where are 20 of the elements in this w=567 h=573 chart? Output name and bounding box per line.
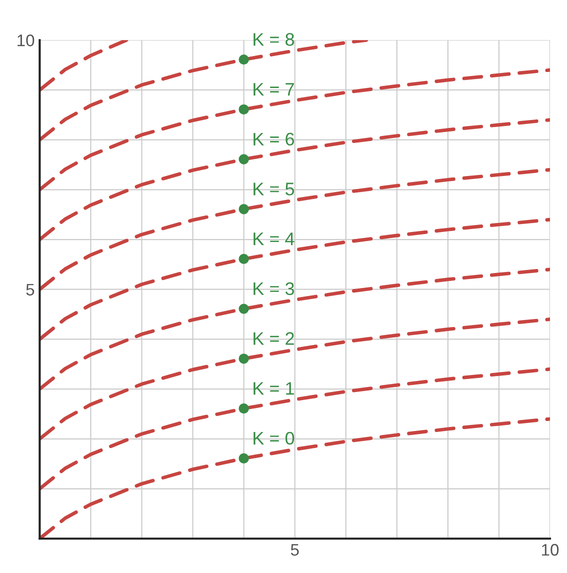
point xyxy=(238,354,249,364)
point xyxy=(238,54,249,65)
annotation: K = 8 xyxy=(254,33,294,46)
point xyxy=(238,204,249,214)
annotation: K = 2 xyxy=(254,332,294,345)
point xyxy=(238,453,249,464)
annotation: K = 7 xyxy=(254,83,294,96)
point xyxy=(238,254,249,264)
point xyxy=(238,304,249,314)
annotation: K = 0 xyxy=(254,432,294,445)
annotation: K = 1 xyxy=(254,382,294,395)
point xyxy=(238,104,249,114)
point xyxy=(238,403,249,414)
line-series xyxy=(40,367,550,491)
annotation: K = 4 xyxy=(254,232,294,246)
line-series xyxy=(40,40,128,92)
annotation: K = 3 xyxy=(254,282,294,296)
annotation: K = 5 xyxy=(254,182,294,196)
annotation: K = 6 xyxy=(254,132,294,146)
point xyxy=(238,154,249,164)
